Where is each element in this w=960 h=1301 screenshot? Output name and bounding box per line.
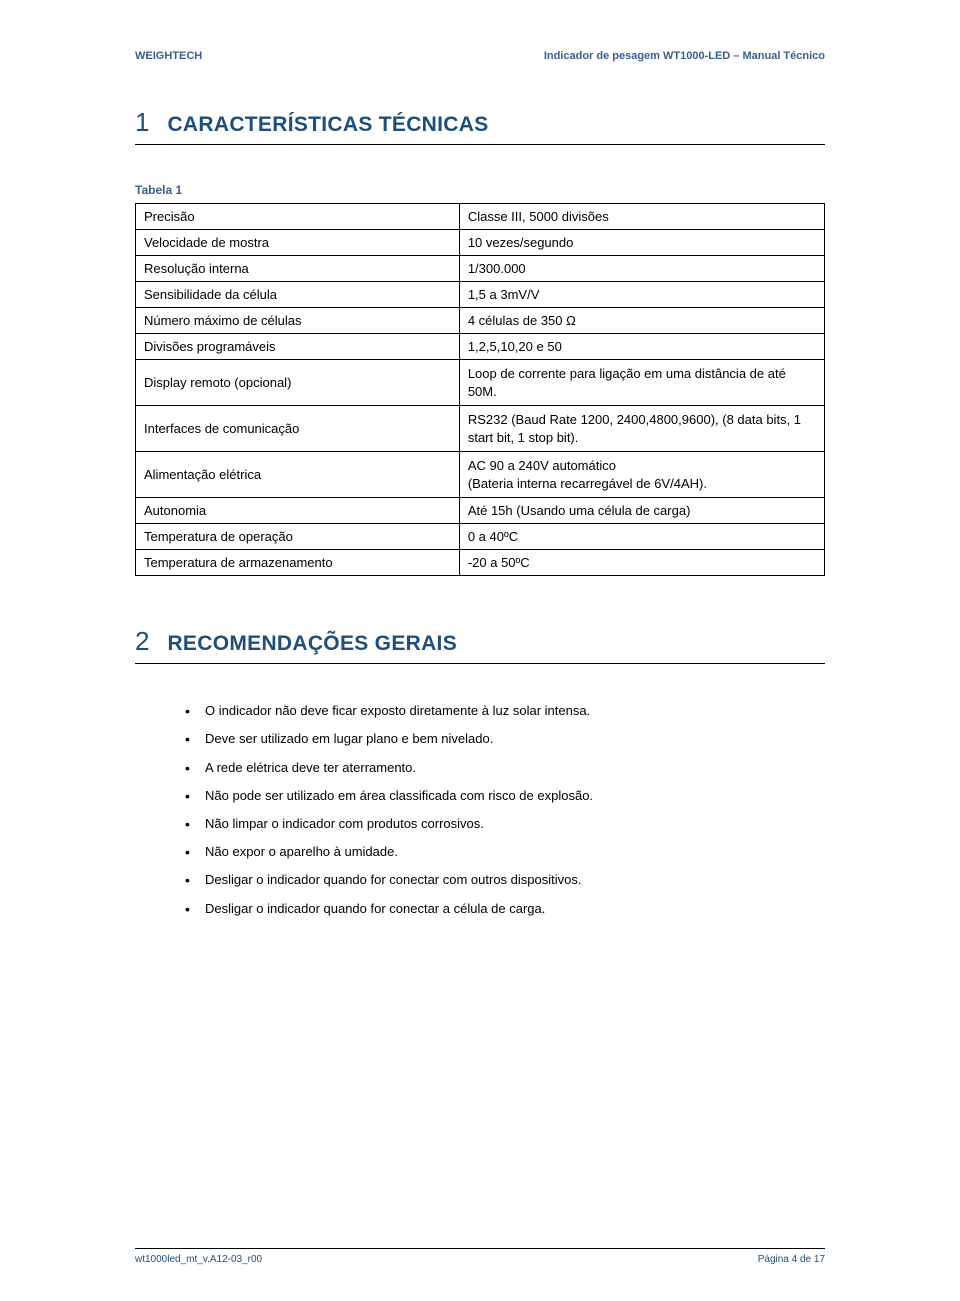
section-rule	[135, 663, 825, 664]
spec-value: Classe III, 5000 divisões	[459, 204, 824, 230]
footer-left: wt1000led_mt_v.A12-03_r00	[135, 1254, 262, 1265]
list-item: Não expor o aparelho à umidade.	[185, 843, 825, 861]
spec-value: 4 células de 350 Ω	[459, 308, 824, 334]
section-rule	[135, 144, 825, 145]
spec-value: Até 15h (Usando uma célula de carga)	[459, 498, 824, 524]
spec-label: Divisões programáveis	[136, 334, 460, 360]
spec-value: RS232 (Baud Rate 1200, 2400,4800,9600), …	[459, 406, 824, 452]
spec-label: Velocidade de mostra	[136, 230, 460, 256]
recommendations-list: O indicador não deve ficar exposto diret…	[185, 702, 825, 918]
spec-label: Sensibilidade da célula	[136, 282, 460, 308]
spec-label: Temperatura de armazenamento	[136, 550, 460, 576]
table-row: Resolução interna 1/300.000	[136, 256, 825, 282]
spec-label: Temperatura de operação	[136, 524, 460, 550]
table-row: Display remoto (opcional) Loop de corren…	[136, 360, 825, 406]
spec-label: Resolução interna	[136, 256, 460, 282]
spec-table: Precisão Classe III, 5000 divisões Veloc…	[135, 203, 825, 576]
section-number: 1	[135, 107, 149, 138]
section-title: RECOMENDAÇÕES GERAIS	[167, 632, 457, 656]
spec-value: 1/300.000	[459, 256, 824, 282]
spec-value: 10 vezes/segundo	[459, 230, 824, 256]
header-left: WEIGHTECH	[135, 50, 202, 62]
spec-value: -20 a 50ºC	[459, 550, 824, 576]
table-row: Precisão Classe III, 5000 divisões	[136, 204, 825, 230]
spec-label: Autonomia	[136, 498, 460, 524]
spec-value: 0 a 40ºC	[459, 524, 824, 550]
list-item: Não pode ser utilizado em área classific…	[185, 787, 825, 805]
table-row: Divisões programáveis 1,2,5,10,20 e 50	[136, 334, 825, 360]
spec-label: Display remoto (opcional)	[136, 360, 460, 406]
section-number: 2	[135, 626, 149, 657]
page-header: WEIGHTECH Indicador de pesagem WT1000-LE…	[135, 50, 825, 62]
footer-right: Página 4 de 17	[758, 1254, 825, 1265]
table-row: Velocidade de mostra 10 vezes/segundo	[136, 230, 825, 256]
table-row: Interfaces de comunicação RS232 (Baud Ra…	[136, 406, 825, 452]
table-row: Número máximo de células 4 células de 35…	[136, 308, 825, 334]
spec-label: Alimentação elétrica	[136, 452, 460, 498]
section-heading-2: 2 RECOMENDAÇÕES GERAIS	[135, 626, 825, 657]
section-heading-1: 1 CARACTERÍSTICAS TÉCNICAS	[135, 107, 825, 138]
header-right: Indicador de pesagem WT1000-LED – Manual…	[544, 50, 825, 62]
list-item: O indicador não deve ficar exposto diret…	[185, 702, 825, 720]
list-item: Deve ser utilizado em lugar plano e bem …	[185, 730, 825, 748]
spec-value: 1,5 a 3mV/V	[459, 282, 824, 308]
table-row: Alimentação elétrica AC 90 a 240V automá…	[136, 452, 825, 498]
table-row: Autonomia Até 15h (Usando uma célula de …	[136, 498, 825, 524]
spec-value: AC 90 a 240V automático(Bateria interna …	[459, 452, 824, 498]
table-row: Sensibilidade da célula 1,5 a 3mV/V	[136, 282, 825, 308]
list-item: Desligar o indicador quando for conectar…	[185, 871, 825, 889]
list-item: Não limpar o indicador com produtos corr…	[185, 815, 825, 833]
spec-label: Interfaces de comunicação	[136, 406, 460, 452]
table-row: Temperatura de operação 0 a 40ºC	[136, 524, 825, 550]
spec-value: Loop de corrente para ligação em uma dis…	[459, 360, 824, 406]
spec-label: Precisão	[136, 204, 460, 230]
spec-label: Número máximo de células	[136, 308, 460, 334]
footer-rule	[135, 1248, 825, 1249]
table-row: Temperatura de armazenamento -20 a 50ºC	[136, 550, 825, 576]
list-item: A rede elétrica deve ter aterramento.	[185, 759, 825, 777]
list-item: Desligar o indicador quando for conectar…	[185, 900, 825, 918]
page-footer: wt1000led_mt_v.A12-03_r00 Página 4 de 17	[135, 1248, 825, 1265]
table-caption: Tabela 1	[135, 183, 825, 197]
section-title: CARACTERÍSTICAS TÉCNICAS	[167, 113, 488, 137]
spec-value: 1,2,5,10,20 e 50	[459, 334, 824, 360]
